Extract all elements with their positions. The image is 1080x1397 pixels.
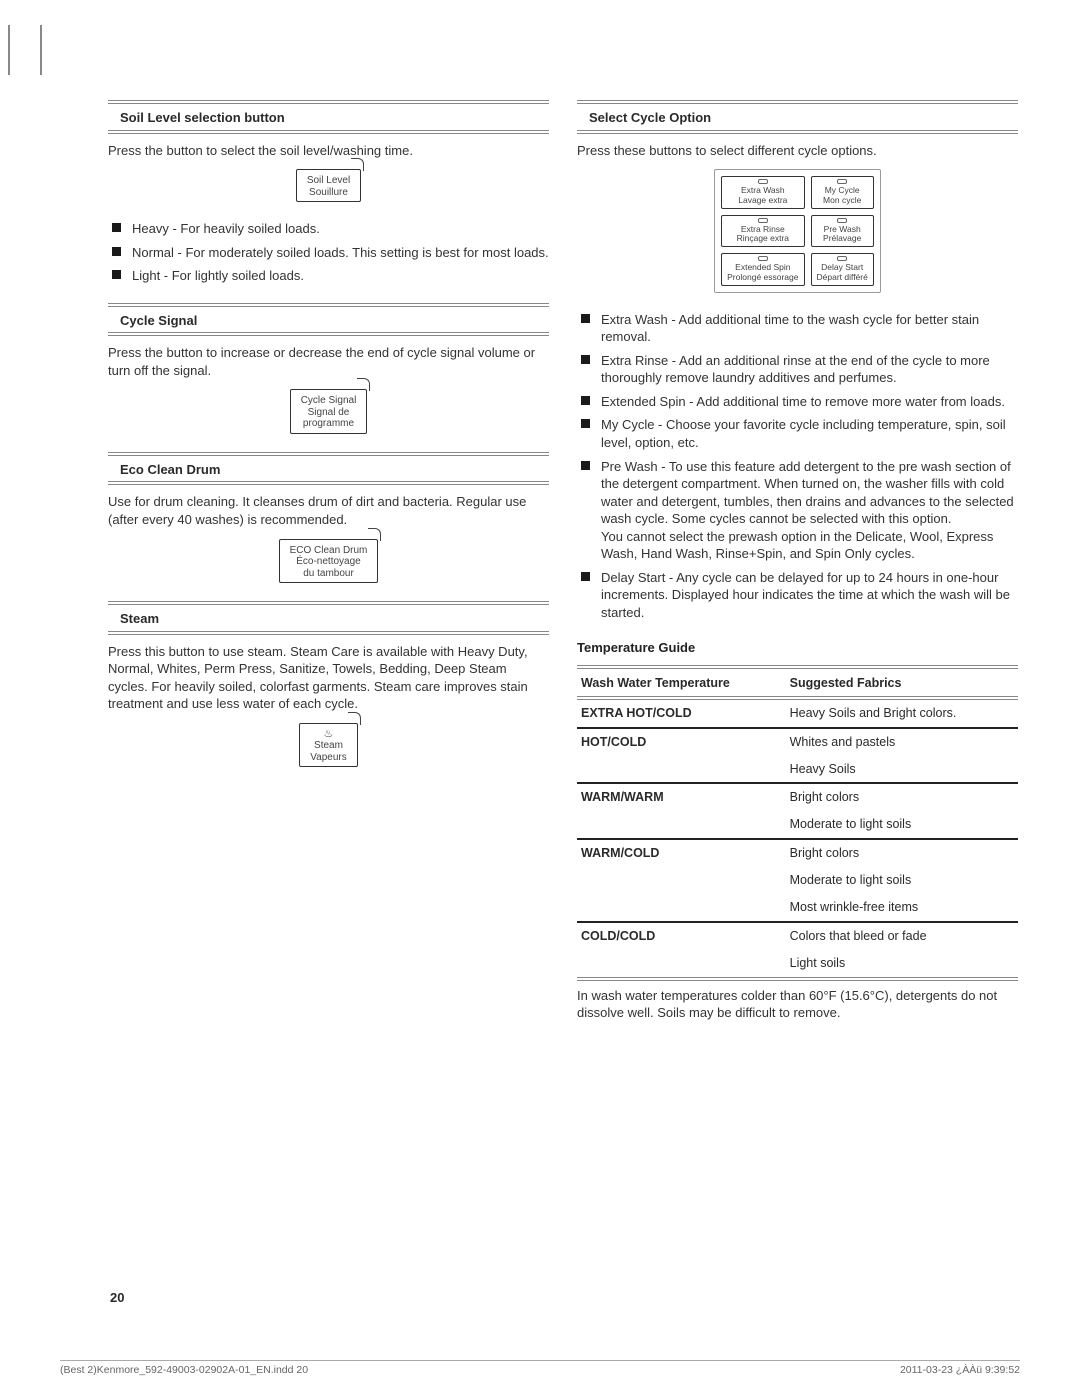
table-header: Wash Water Temperature bbox=[577, 667, 786, 698]
cycle-signal-title: Cycle Signal bbox=[108, 303, 549, 337]
ill-text: Éco-nettoyage bbox=[296, 556, 361, 567]
temperature-note: In wash water temperatures colder than 6… bbox=[577, 987, 1018, 1022]
table-header: Suggested Fabrics bbox=[786, 667, 1018, 698]
steam-illustration: ♨ Steam Vapeurs bbox=[108, 723, 549, 768]
ill-text: Prélavage bbox=[823, 233, 861, 243]
ill-text: Souillure bbox=[309, 187, 348, 198]
table-cell bbox=[577, 811, 786, 839]
ill-text: du tambour bbox=[303, 568, 354, 579]
temperature-table: Wash Water Temperature Suggested Fabrics… bbox=[577, 665, 1018, 981]
ill-text: Extra Rinse bbox=[741, 224, 785, 234]
ill-text: Signal de bbox=[308, 407, 350, 418]
list-item: Pre Wash - To use this feature add deter… bbox=[577, 458, 1018, 563]
eco-clean-intro: Use for drum cleaning. It cleanses drum … bbox=[108, 493, 549, 528]
list-item: Extra Wash - Add additional time to the … bbox=[577, 311, 1018, 346]
footer-right: 2011-03-23 ¿ÀÀü 9:39:52 bbox=[900, 1363, 1020, 1377]
ill-text: Mon cycle bbox=[823, 195, 861, 205]
cycle-options-list: Extra Wash - Add additional time to the … bbox=[577, 311, 1018, 622]
table-cell bbox=[577, 867, 786, 894]
table-cell: EXTRA HOT/COLD bbox=[577, 698, 786, 728]
table-cell: Most wrinkle-free items bbox=[786, 894, 1018, 922]
table-cell: Moderate to light soils bbox=[786, 811, 1018, 839]
soil-level-list: Heavy - For heavily soiled loads. Normal… bbox=[108, 220, 549, 285]
table-cell: Bright colors bbox=[786, 839, 1018, 867]
list-item: Delay Start - Any cycle can be delayed f… bbox=[577, 569, 1018, 622]
cycle-signal-illustration: Cycle Signal Signal de programme bbox=[108, 389, 549, 434]
table-cell: Whites and pastels bbox=[786, 728, 1018, 756]
list-item: Extra Rinse - Add an additional rinse at… bbox=[577, 352, 1018, 387]
ill-text: Cycle Signal bbox=[301, 395, 357, 406]
table-cell: WARM/WARM bbox=[577, 783, 786, 811]
steam-icon: ♨ bbox=[324, 728, 334, 740]
table-cell bbox=[577, 756, 786, 784]
left-column: Soil Level selection button Press the bu… bbox=[108, 100, 549, 1032]
page-content: Soil Level selection button Press the bu… bbox=[0, 0, 1080, 1032]
page-number: 20 bbox=[110, 1289, 124, 1307]
list-item: Extended Spin - Add additional time to r… bbox=[577, 393, 1018, 411]
ill-text: Delay Start bbox=[821, 262, 863, 272]
table-cell: Bright colors bbox=[786, 783, 1018, 811]
list-item: Normal - For moderately soiled loads. Th… bbox=[108, 244, 549, 262]
steam-title: Steam bbox=[108, 601, 549, 635]
ill-text: Soil Level bbox=[307, 175, 350, 186]
select-cycle-intro: Press these buttons to select different … bbox=[577, 142, 1018, 160]
soil-level-illustration: Soil Level Souillure bbox=[108, 169, 549, 202]
eco-clean-illustration: ECO Clean Drum Éco-nettoyage du tambour bbox=[108, 539, 549, 584]
ill-text: Rinçage extra bbox=[737, 233, 789, 243]
table-cell: Colors that bleed or fade bbox=[786, 922, 1018, 950]
list-item: My Cycle - Choose your favorite cycle in… bbox=[577, 416, 1018, 451]
table-cell bbox=[577, 950, 786, 979]
select-cycle-title: Select Cycle Option bbox=[577, 100, 1018, 134]
table-cell: WARM/COLD bbox=[577, 839, 786, 867]
ill-text: My Cycle bbox=[825, 185, 860, 195]
ill-text: Extra Wash bbox=[741, 185, 785, 195]
table-cell: COLD/COLD bbox=[577, 922, 786, 950]
footer-left: (Best 2)Kenmore_592-49003-02902A-01_EN.i… bbox=[60, 1363, 308, 1377]
right-column: Select Cycle Option Press these buttons … bbox=[577, 100, 1018, 1032]
ill-text: ECO Clean Drum bbox=[290, 545, 368, 556]
steam-intro: Press this button to use steam. Steam Ca… bbox=[108, 643, 549, 713]
ill-text: Steam bbox=[314, 740, 343, 751]
ill-text: Extended Spin bbox=[735, 262, 790, 272]
table-cell: Moderate to light soils bbox=[786, 867, 1018, 894]
temperature-guide-title: Temperature Guide bbox=[577, 639, 1018, 657]
table-cell: HOT/COLD bbox=[577, 728, 786, 756]
soil-level-intro: Press the button to select the soil leve… bbox=[108, 142, 549, 160]
eco-clean-title: Eco Clean Drum bbox=[108, 452, 549, 486]
ill-text: Pre Wash bbox=[824, 224, 861, 234]
ill-text: Vapeurs bbox=[310, 752, 347, 763]
cycle-signal-intro: Press the button to increase or decrease… bbox=[108, 344, 549, 379]
cycle-options-illustration: Extra WashLavage extra My CycleMon cycle… bbox=[577, 169, 1018, 293]
list-item: Light - For lightly soiled loads. bbox=[108, 267, 549, 285]
crop-marks bbox=[8, 25, 72, 80]
table-cell: Light soils bbox=[786, 950, 1018, 979]
footer: (Best 2)Kenmore_592-49003-02902A-01_EN.i… bbox=[60, 1360, 1020, 1377]
ill-text: Prolongé essorage bbox=[727, 272, 798, 282]
soil-level-title: Soil Level selection button bbox=[108, 100, 549, 134]
ill-text: Lavage extra bbox=[738, 195, 787, 205]
table-cell: Heavy Soils and Bright colors. bbox=[786, 698, 1018, 728]
ill-text: programme bbox=[303, 418, 354, 429]
table-cell bbox=[577, 894, 786, 922]
ill-text: Départ différé bbox=[817, 272, 868, 282]
list-item: Heavy - For heavily soiled loads. bbox=[108, 220, 549, 238]
table-cell: Heavy Soils bbox=[786, 756, 1018, 784]
